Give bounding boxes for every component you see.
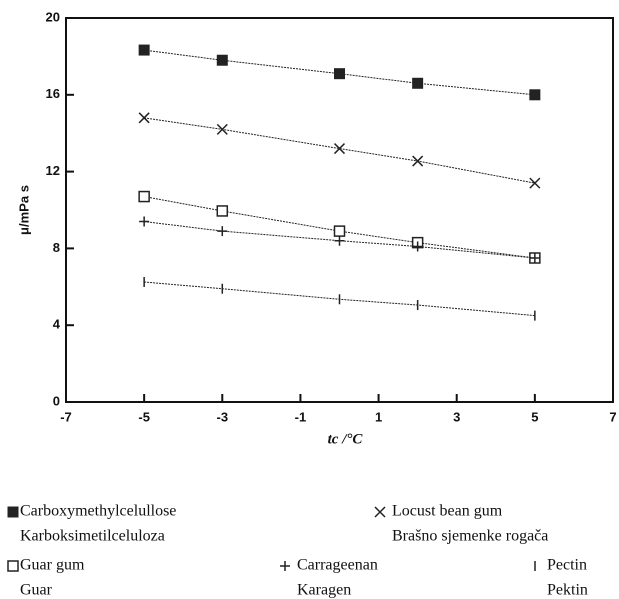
data-point <box>216 54 228 66</box>
y-tick-label: 12 <box>46 163 60 178</box>
x-tick-label: -5 <box>138 409 150 424</box>
data-point <box>333 143 346 155</box>
y-tick-label: 0 <box>53 393 60 408</box>
data-point <box>139 216 150 227</box>
x-tick-label: 1 <box>375 409 382 424</box>
x-tick-label: -7 <box>60 409 72 424</box>
x-tick-label: 3 <box>453 409 460 424</box>
legend-sublabel: Guar <box>20 582 53 599</box>
data-point <box>412 77 424 89</box>
data-point <box>334 68 345 80</box>
x-tick-label: 7 <box>609 409 616 424</box>
legend-label: Guar gum <box>20 557 85 574</box>
plot-frame <box>65 17 614 403</box>
y-tick-label: 4 <box>53 317 61 332</box>
legend-label: Carboxymethylcelullose <box>20 503 176 520</box>
data-point <box>333 225 346 237</box>
data-point <box>138 112 150 124</box>
legend-marker <box>280 561 290 571</box>
x-tick-label: -1 <box>295 409 307 424</box>
data-point <box>529 177 541 189</box>
y-tick-label: 20 <box>46 9 60 24</box>
legend-marker <box>7 506 19 518</box>
legend-sublabel: Brašno sjemenke rogača <box>392 528 548 545</box>
legend-label: Pectin <box>547 557 587 574</box>
legend-marker <box>374 506 386 518</box>
legend-sublabel: Pektin <box>547 582 588 599</box>
data-point <box>138 190 150 203</box>
legend-label: Carrageenan <box>297 557 378 574</box>
y-tick-label: 8 <box>53 240 60 255</box>
y-axis-label: μ/mPa s <box>16 185 31 235</box>
x-tick-label: 5 <box>531 409 538 424</box>
data-point <box>216 205 229 217</box>
data-point <box>216 123 228 135</box>
data-point <box>412 155 424 167</box>
data-point <box>529 89 541 101</box>
y-tick-label: 16 <box>46 86 60 101</box>
legend-label: Locust bean gum <box>392 503 503 520</box>
legend-marker <box>7 560 19 572</box>
data-point <box>529 253 540 263</box>
legend-sublabel: Karboksimetilceluloza <box>20 528 165 545</box>
x-tick-label: -3 <box>217 409 229 424</box>
series-line <box>144 117 535 184</box>
data-point <box>138 44 150 56</box>
data-point <box>217 226 228 237</box>
x-axis-label: tc /°C <box>328 431 364 447</box>
data-point <box>334 235 345 246</box>
data-point <box>412 241 423 252</box>
legend-sublabel: Karagen <box>297 582 351 599</box>
